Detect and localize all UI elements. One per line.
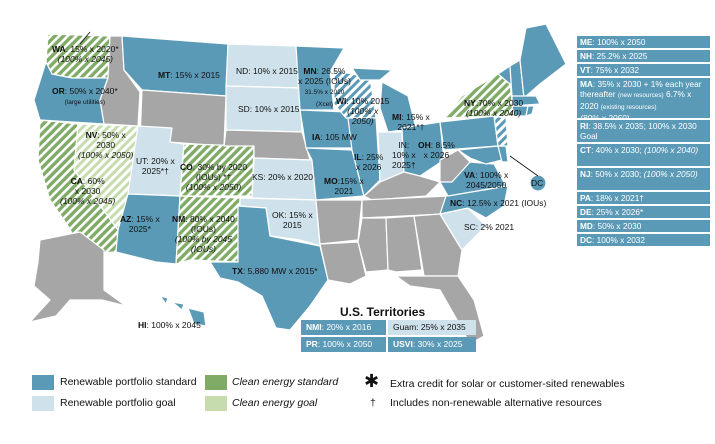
state-me — [519, 23, 567, 99]
state-md — [457, 145, 503, 165]
state-wv — [439, 149, 471, 183]
sidebar-ct: CT: 40% x 2030; (100% x 2040) — [577, 144, 710, 166]
territory-usvi: USVI: 30% x 2025 — [388, 337, 476, 352]
legend-swatch-rpg — [32, 396, 54, 411]
state-mn — [295, 45, 345, 111]
label-ca: CA: 60% x 2030 (100% x 2045) — [60, 176, 116, 206]
state-la — [319, 241, 367, 285]
label-ut: UT: 20% x 2025*† — [136, 156, 175, 176]
sidebar-vt: VT: 75% x 2032 — [577, 64, 710, 76]
label-il: IL: 25% x 2026 — [354, 152, 384, 172]
state-ms — [357, 217, 389, 273]
label-az: AZ: 15% x 2025* — [120, 214, 160, 234]
state-dc — [529, 174, 547, 192]
label-sd: SD: 10% x 2015 — [238, 104, 300, 114]
state-nm — [175, 195, 241, 265]
label-dc: DC — [531, 178, 544, 188]
sidebar-nh: NH: 25.2% x 2025 — [577, 50, 710, 62]
sidebar-dc: DC: 100% x 2032 — [577, 234, 710, 246]
legend-swatch-ces — [205, 375, 227, 390]
state-hi — [159, 295, 207, 327]
label-mo: MO:15% x 2021 — [324, 176, 364, 196]
label-mn: MN: 26.5% x 2025 (IOUs) 31.5% x 2020 (Xcel) — [298, 66, 351, 108]
sidebar-me: ME: 100% x 2050 — [577, 36, 710, 48]
label-va: VA: 100% x 2045/2050 — [464, 170, 509, 190]
sidebar-ri: RI: 38.5% x 2035; 100% x 2030 Goal — [577, 120, 710, 142]
label-mi: MI: 15% x 2021*† — [392, 112, 430, 132]
sidebar-de: DE: 25% x 2026* — [577, 206, 710, 218]
label-mt: MT: 15% x 2015 — [158, 70, 220, 80]
state-oh — [401, 121, 445, 177]
state-mi-upper — [351, 67, 393, 81]
state-il — [347, 117, 381, 197]
sidebar-ma: MA: 35% x 2030 + 1% each year thereafter… — [577, 78, 710, 123]
label-sc: SC: 2% 2021 — [464, 222, 515, 232]
label-ia: IA: 105 MW — [312, 132, 357, 142]
label-ny: NY:70% x 2030 (100% x 2040) — [464, 98, 524, 118]
label-nv: NV: 50% x 2030 (100% x 2050) — [78, 130, 134, 160]
label-nm: NM: 80% x 2040 (IOUs) (100% by 2045 (IOUs) — [172, 214, 235, 254]
label-nc: NC: 12.5% x 2021 (IOUs) — [450, 198, 547, 208]
legend-swatch-ceg — [205, 396, 227, 411]
legend-swatch-rps — [32, 375, 54, 390]
territory-nmi: NMI: 20% x 2016 — [301, 320, 386, 335]
sidebar-md: MD: 50% x 2030 — [577, 220, 710, 232]
territories-title: U.S. Territories — [340, 305, 426, 319]
state-mo — [305, 147, 365, 201]
state-nc — [439, 185, 509, 219]
label-hi: HI: 100% x 2045 — [138, 320, 201, 330]
legend-ceg: Clean energy goal — [232, 397, 318, 409]
label-co: CO: 30% by 2020 (IOUs) *† (100% x 2050) — [180, 162, 248, 192]
label-ok: OK: 15% x 2015 — [272, 210, 313, 230]
legend-star-icon: ✱ — [364, 371, 380, 391]
state-ri — [525, 105, 535, 117]
label-tx: TX: 5,880 MW x 2015* — [232, 266, 318, 276]
label-oh: OH: 8.5% x 2026 — [418, 140, 455, 160]
legend-star-text: Extra credit for solar or customer-sited… — [390, 378, 625, 390]
sidebar-pa: PA: 18% x 2021† — [577, 192, 710, 204]
legend-dagger-icon: † — [370, 397, 376, 409]
state-ma — [511, 95, 541, 107]
state-tx — [209, 205, 329, 331]
legend-ces: Clean energy standard — [232, 376, 339, 388]
legend-rpg: Renewable portfolio goal — [60, 397, 176, 409]
sidebar-nj: NJ: 50% x 2030; (100% x 2050) — [577, 168, 710, 190]
label-ks: KS: 20% x 2020 — [252, 172, 313, 182]
label-wi: WI: 10% 2015 (100% x 2050) — [336, 96, 390, 126]
label-wa: WA: 15% x 2020* (100% x 2045) — [52, 44, 119, 64]
legend-dagger-text: Includes non-renewable alternative resou… — [390, 397, 602, 409]
state-ga — [413, 213, 463, 277]
state-ak — [29, 231, 127, 323]
territory-guam: Guam: 25% x 2035 — [388, 320, 476, 335]
state-nj — [493, 115, 509, 147]
state-mt — [121, 35, 229, 97]
state-ar — [315, 199, 363, 245]
legend-rps: Renewable portfolio standard — [60, 376, 197, 388]
territory-pr: PR: 100% x 2050 — [301, 337, 386, 352]
label-in: IN: 10% x 2025† — [392, 140, 416, 170]
label-nd: ND: 10% x 2015 — [236, 66, 298, 76]
label-or: OR: 50% x 2040* (large utilities) — [52, 86, 118, 106]
state-al — [385, 215, 423, 273]
